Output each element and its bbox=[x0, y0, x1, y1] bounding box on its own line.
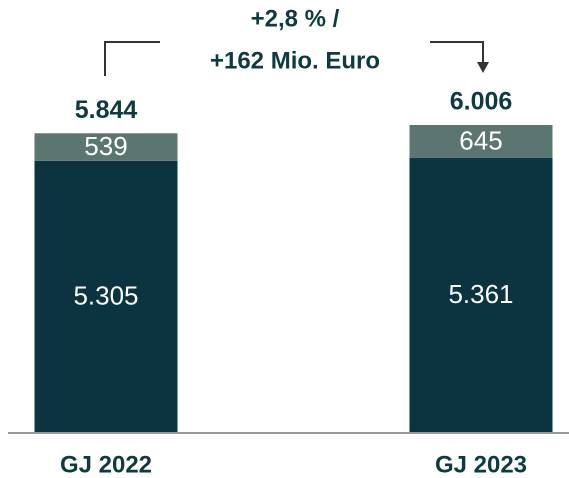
bracket bbox=[104, 41, 484, 76]
bar-segment bbox=[34, 133, 178, 161]
bar-segment bbox=[409, 157, 553, 432]
bracket-right bbox=[430, 41, 484, 64]
x-tick-label: GJ 2022 bbox=[60, 451, 152, 478]
total-label: 5.844 bbox=[75, 96, 138, 124]
value-label: 5.305 bbox=[73, 280, 138, 310]
bracket-left bbox=[104, 41, 160, 76]
value-label: 645 bbox=[459, 125, 502, 155]
value-label: 5.361 bbox=[448, 279, 513, 309]
x-tick-label: GJ 2023 bbox=[435, 451, 527, 478]
total-label: 6.006 bbox=[450, 88, 513, 116]
bar-segment bbox=[409, 125, 553, 158]
value-label: 539 bbox=[84, 131, 127, 161]
annotation: +162 Mio. Euro bbox=[210, 47, 380, 74]
bar-segment bbox=[34, 160, 178, 432]
arrow-head bbox=[477, 62, 489, 73]
annotation: +2,8 % / bbox=[251, 5, 340, 32]
